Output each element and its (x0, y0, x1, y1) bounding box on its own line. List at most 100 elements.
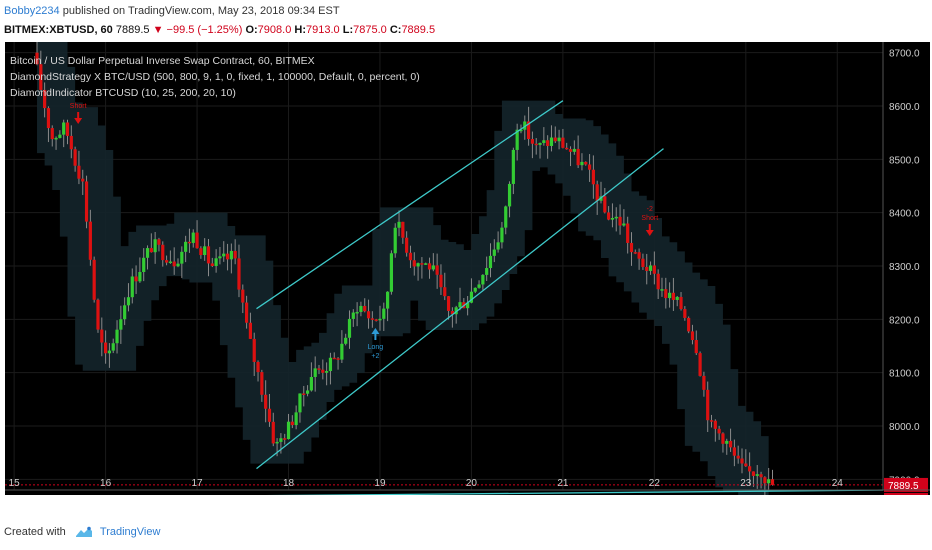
candle-up (511, 149, 515, 184)
candle-down (626, 223, 630, 243)
price-tick-label: 8600.0 (889, 102, 920, 113)
candle-down (35, 52, 39, 65)
last-price: 7889.5 (115, 24, 150, 36)
candle-down (149, 248, 153, 253)
time-tick-label: 15 (9, 478, 21, 489)
candle-up (397, 221, 401, 228)
candle-up (504, 206, 508, 228)
candle-up (473, 287, 477, 292)
price-axis[interactable]: 7900.08000.08100.08200.08300.08400.08500… (882, 42, 930, 495)
candle-down (39, 64, 43, 90)
candle-down (50, 128, 54, 140)
candle-down (740, 458, 744, 464)
candle-down (526, 121, 531, 140)
low-label: L: (342, 24, 354, 36)
candle-down (157, 239, 161, 245)
publisher-username[interactable]: Bobby2234 (4, 5, 60, 17)
price-tick-label: 8000.0 (889, 422, 920, 433)
candle-down (248, 322, 253, 339)
candle-up (355, 311, 359, 314)
candle-up (229, 250, 233, 260)
candle-down (641, 258, 645, 267)
candle-up (393, 227, 397, 254)
signal-label: Short (641, 215, 658, 222)
candle-down (77, 165, 81, 179)
price-chart[interactable]: Short Long +2 Short -2 Bitcoin / US Dollar P… (5, 42, 930, 495)
candle-down (446, 296, 451, 311)
candle-down (698, 353, 702, 376)
candle-down (702, 375, 706, 390)
candle-down (187, 241, 192, 244)
candle-down (687, 317, 691, 332)
candle-down (241, 289, 245, 303)
candle-up (767, 479, 771, 484)
high-label: H: (294, 24, 306, 36)
candle-down (717, 428, 721, 434)
candle-down (770, 479, 775, 485)
candle-down (225, 253, 230, 260)
candle-up (557, 137, 561, 142)
time-axis[interactable]: 15 16 17 18 19 20 21 22 23 24 (5, 478, 930, 491)
legend-indicator[interactable]: DiamondIndicator BTCUSD (10, 25, 200, 20… (10, 87, 236, 99)
footer: Created with TradingView (4, 526, 160, 538)
candle-up (610, 217, 615, 220)
countdown-badge (884, 492, 928, 495)
candle-up (176, 263, 180, 267)
candle-up (488, 255, 493, 269)
created-with-text: Created with (4, 526, 66, 538)
candle-down (290, 421, 294, 426)
candle-up (294, 412, 298, 426)
candle-down (728, 440, 733, 448)
candle-down (443, 287, 447, 297)
candle-down (618, 216, 622, 226)
tradingview-link[interactable]: TradingView (99, 526, 161, 538)
candle-down (210, 263, 214, 266)
time-tick-label: 22 (649, 478, 661, 489)
candle-up (222, 253, 226, 257)
candle-down (652, 265, 656, 274)
candle-down (73, 149, 77, 166)
candle-up (111, 343, 115, 351)
candle-down (271, 421, 275, 444)
candle-down (408, 252, 413, 261)
candle-up (538, 142, 542, 145)
time-tick-label: 21 (557, 478, 569, 489)
candle-down (252, 338, 256, 362)
candles (35, 42, 775, 495)
price-axis-bg (883, 42, 930, 495)
candle-down (363, 305, 367, 312)
chart-area[interactable]: Short Long +2 Short -2 Bitcoin / US Dollar P… (5, 42, 930, 495)
candle-down (199, 248, 203, 256)
channel-lines[interactable] (5, 100, 893, 495)
candle-down (603, 196, 607, 213)
candle-up (325, 371, 329, 373)
price-change: −99.5 (−1.25%) (166, 24, 243, 36)
candle-up (126, 297, 131, 306)
candle-up (492, 249, 496, 256)
candle-up (309, 377, 313, 391)
candle-down (595, 184, 599, 201)
candle-up (305, 390, 310, 394)
candle-up (469, 291, 474, 303)
candle-down (260, 372, 264, 395)
candle-down (671, 292, 676, 300)
candle-down (607, 212, 611, 220)
candle-up (477, 284, 481, 288)
candle-up (648, 265, 653, 271)
candle-up (62, 122, 66, 135)
candle-up (153, 239, 157, 253)
price-tick-label: 8100.0 (889, 369, 920, 380)
time-tick-label: 23 (740, 478, 752, 489)
candle-down (721, 433, 725, 444)
candle-down (706, 389, 710, 421)
candle-down (690, 331, 695, 341)
candle-up (481, 274, 485, 285)
candle-up (351, 312, 355, 319)
legend-series[interactable]: Bitcoin / US Dollar Perpetual Inverse Sw… (10, 55, 315, 67)
candle-up (485, 268, 489, 275)
candle-down (763, 477, 767, 484)
candle-down (172, 261, 176, 267)
candle-up (145, 248, 150, 258)
candle-down (576, 148, 580, 166)
legend-strategy[interactable]: DiamondStrategy X BTC/USD (500, 800, 9, … (10, 71, 420, 83)
